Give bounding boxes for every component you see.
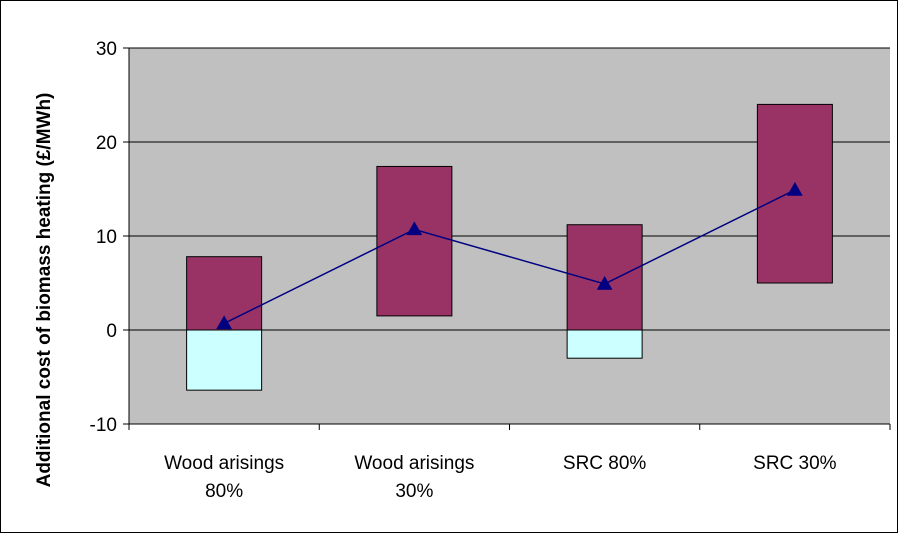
x-tick-label: Wood arisings 30% — [354, 453, 474, 502]
y-tick-label: 0 — [106, 321, 117, 342]
triangle-marker — [596, 275, 613, 290]
line-series — [216, 181, 803, 330]
y-tick-label: -10 — [90, 415, 117, 436]
bars — [186, 103, 833, 391]
bar — [376, 165, 453, 317]
y-axis-title: Additional cost of biomass heating (£/MW… — [34, 93, 55, 488]
x-tick-label: SRC 80% — [563, 453, 647, 474]
y-tick-label: 20 — [96, 133, 117, 154]
series-line — [223, 189, 796, 325]
y-tick-label: 10 — [96, 227, 117, 248]
y-tick-labels: -10 0 10 20 30 — [90, 39, 117, 436]
y-tick-label: 30 — [96, 39, 117, 60]
bar — [566, 329, 643, 359]
triangle-marker — [787, 181, 803, 196]
x-tick-label: Wood arisings 80% — [164, 453, 284, 502]
bar — [186, 329, 263, 391]
x-tick-labels: Wood arisings 80% Wood arisings 30% SRC 80% S… — [164, 453, 837, 502]
axes — [123, 47, 891, 430]
x-tick-label: SRC 30% — [753, 453, 837, 474]
triangle-marker — [216, 315, 232, 330]
triangle-marker — [406, 221, 423, 236]
